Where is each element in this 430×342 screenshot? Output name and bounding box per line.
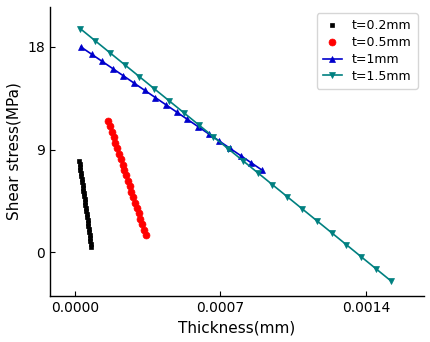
t=0.5mm xyxy=(111,135,116,140)
t=0.2mm xyxy=(87,236,92,240)
t=0.2mm xyxy=(83,209,89,213)
Y-axis label: Shear stress(MPa): Shear stress(MPa) xyxy=(7,82,22,220)
t=1.5mm xyxy=(77,27,83,31)
t=0.2mm xyxy=(84,215,89,219)
t=0.5mm xyxy=(130,195,135,199)
t=0.2mm xyxy=(79,180,84,184)
t=1.5mm xyxy=(343,243,348,247)
t=1.5mm xyxy=(225,147,230,151)
t=1mm xyxy=(99,59,104,63)
t=0.2mm xyxy=(86,227,91,231)
t=0.5mm xyxy=(118,157,123,161)
t=0.2mm xyxy=(84,212,89,216)
t=0.2mm xyxy=(77,162,82,166)
t=0.5mm xyxy=(143,233,148,237)
t=1.5mm xyxy=(181,110,186,115)
t=0.2mm xyxy=(78,168,83,172)
t=1mm xyxy=(206,132,211,136)
t=0.5mm xyxy=(141,228,146,232)
t=1.5mm xyxy=(269,183,274,187)
t=0.5mm xyxy=(125,179,130,183)
t=0.5mm xyxy=(132,200,137,205)
t=1.5mm xyxy=(122,63,127,67)
t=1.5mm xyxy=(166,98,171,103)
t=0.2mm xyxy=(77,165,83,169)
t=0.5mm xyxy=(135,211,141,215)
t=1mm xyxy=(174,110,179,114)
t=0.5mm xyxy=(116,152,121,156)
t=1.5mm xyxy=(284,195,289,199)
t=0.2mm xyxy=(87,233,92,237)
t=0.2mm xyxy=(79,174,84,178)
t=1.5mm xyxy=(358,255,363,259)
t=0.2mm xyxy=(80,183,85,187)
t=0.5mm xyxy=(107,124,112,129)
t=0.5mm xyxy=(113,141,118,145)
t=0.2mm xyxy=(83,206,88,210)
t=1.5mm xyxy=(196,123,201,127)
t=1mm xyxy=(121,74,126,78)
t=1mm xyxy=(237,154,243,158)
t=1.5mm xyxy=(210,135,215,139)
t=0.2mm xyxy=(80,188,86,193)
t=1mm xyxy=(153,95,158,100)
t=0.5mm xyxy=(123,173,129,177)
t=1.5mm xyxy=(136,75,141,79)
t=0.2mm xyxy=(88,241,93,246)
t=0.2mm xyxy=(79,177,84,181)
t=1mm xyxy=(78,45,83,49)
t=1mm xyxy=(110,67,115,71)
t=1mm xyxy=(131,81,136,85)
t=1.5mm xyxy=(255,171,260,175)
t=0.5mm xyxy=(105,119,111,123)
t=1mm xyxy=(259,168,264,172)
t=1mm xyxy=(227,146,232,150)
t=1.5mm xyxy=(92,39,97,43)
t=0.2mm xyxy=(82,200,87,205)
t=1mm xyxy=(184,117,190,121)
t=1.5mm xyxy=(387,279,393,283)
t=0.5mm xyxy=(138,217,143,221)
t=1mm xyxy=(89,52,94,56)
Legend: t=0.2mm, t=0.5mm, t=1mm, t=1.5mm: t=0.2mm, t=0.5mm, t=1mm, t=1.5mm xyxy=(316,13,417,89)
t=1.5mm xyxy=(151,87,157,91)
t=1mm xyxy=(216,139,221,143)
t=0.2mm xyxy=(86,230,92,234)
t=0.2mm xyxy=(86,224,91,228)
t=0.5mm xyxy=(120,162,125,167)
t=1.5mm xyxy=(372,267,378,271)
Line: t=0.5mm: t=0.5mm xyxy=(104,118,149,239)
t=0.5mm xyxy=(139,222,144,226)
t=0.5mm xyxy=(129,190,134,194)
t=0.2mm xyxy=(80,185,85,189)
t=1.5mm xyxy=(107,51,112,55)
t=1mm xyxy=(195,124,200,129)
t=1.5mm xyxy=(299,207,304,211)
t=0.2mm xyxy=(82,197,87,201)
t=0.5mm xyxy=(109,130,114,134)
t=1.5mm xyxy=(329,231,334,235)
t=1.5mm xyxy=(313,219,319,223)
X-axis label: Thickness(mm): Thickness(mm) xyxy=(178,320,295,335)
t=0.5mm xyxy=(127,184,132,188)
t=0.2mm xyxy=(81,192,86,196)
Line: t=1mm: t=1mm xyxy=(77,43,265,174)
t=0.2mm xyxy=(78,171,83,175)
t=1mm xyxy=(142,88,147,92)
t=0.2mm xyxy=(85,221,90,225)
t=0.2mm xyxy=(89,245,94,249)
t=1.5mm xyxy=(240,159,245,163)
Line: t=0.2mm: t=0.2mm xyxy=(77,159,93,249)
Line: t=1.5mm: t=1.5mm xyxy=(77,25,393,284)
t=1mm xyxy=(248,161,253,165)
t=0.5mm xyxy=(134,206,139,210)
t=1mm xyxy=(163,103,168,107)
t=0.2mm xyxy=(81,194,86,198)
t=0.5mm xyxy=(114,146,120,150)
t=0.2mm xyxy=(85,218,90,222)
t=0.5mm xyxy=(121,168,126,172)
t=0.2mm xyxy=(77,159,82,163)
t=0.2mm xyxy=(83,203,88,207)
t=0.2mm xyxy=(88,239,93,243)
